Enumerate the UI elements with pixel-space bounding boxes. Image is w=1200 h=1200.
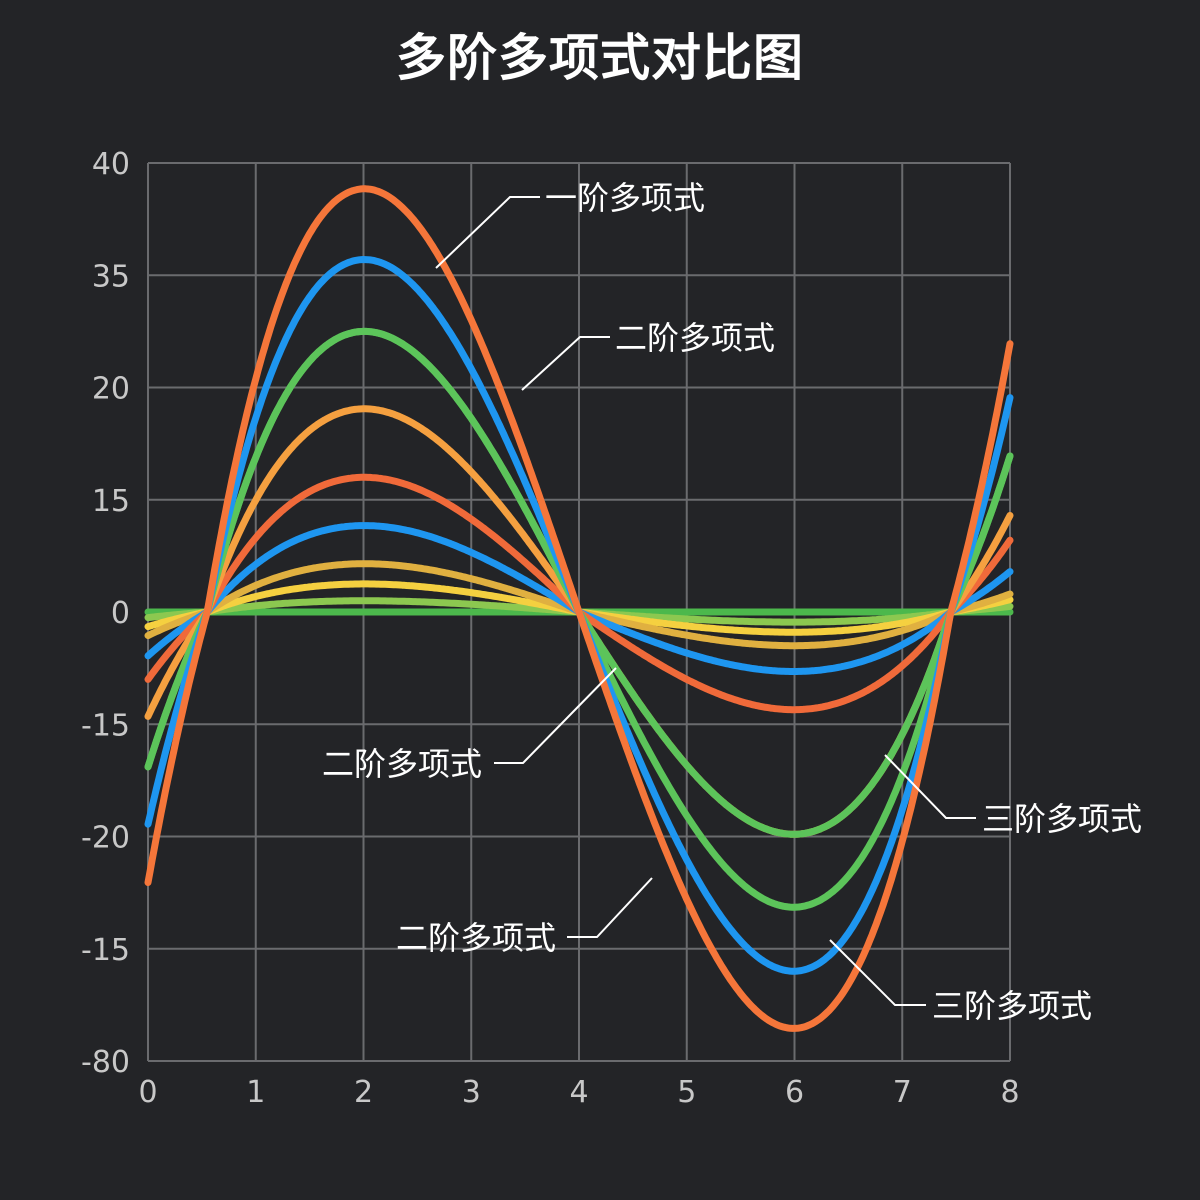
annotation-leader-line bbox=[829, 939, 926, 1006]
y-tick-label: -80 bbox=[81, 1045, 130, 1080]
x-tick-label: 7 bbox=[893, 1075, 912, 1110]
annotation-label: 一阶多项式 bbox=[545, 179, 705, 217]
y-tick-label: 0 bbox=[111, 596, 130, 631]
y-tick-label: -20 bbox=[81, 821, 130, 856]
y-tick-label: -15 bbox=[81, 708, 130, 743]
annotation-leader-line bbox=[521, 336, 610, 391]
annotation-label: 二阶多项式 bbox=[322, 745, 482, 783]
x-tick-label: 5 bbox=[677, 1075, 696, 1110]
annotation-leader-line bbox=[494, 667, 617, 764]
annotation-leader-line bbox=[567, 877, 653, 938]
y-tick-label: 15 bbox=[92, 484, 130, 519]
y-tick-label: 40 bbox=[92, 147, 130, 182]
y-tick-label: 35 bbox=[92, 259, 130, 294]
annotation-label: 三阶多项式 bbox=[932, 987, 1092, 1025]
x-tick-label: 0 bbox=[138, 1075, 157, 1110]
x-tick-label: 1 bbox=[246, 1075, 265, 1110]
y-tick-label: -15 bbox=[81, 933, 130, 968]
x-tick-label: 3 bbox=[462, 1075, 481, 1110]
annotation-leader-line bbox=[884, 754, 976, 819]
x-tick-label: 2 bbox=[354, 1075, 373, 1110]
annotation-label: 二阶多项式 bbox=[396, 919, 556, 957]
data-series bbox=[144, 185, 1014, 1032]
annotation-label: 三阶多项式 bbox=[982, 800, 1142, 838]
y-axis-tick-labels: 40 35 20 15 0 -15 -20 -15 -80 bbox=[81, 147, 130, 1080]
x-axis-tick-labels: 0 1 2 3 4 5 6 7 8 bbox=[138, 1075, 1019, 1110]
y-tick-label: 20 bbox=[92, 372, 130, 407]
chart-title: 多阶多项式对比图 bbox=[396, 29, 804, 87]
x-tick-label: 6 bbox=[785, 1075, 804, 1110]
x-tick-label: 4 bbox=[569, 1075, 588, 1110]
annotation-label: 二阶多项式 bbox=[615, 319, 775, 357]
annotation-leader-line bbox=[435, 196, 540, 269]
x-tick-label: 8 bbox=[1000, 1075, 1019, 1110]
line-series-1 bbox=[144, 185, 1014, 1032]
